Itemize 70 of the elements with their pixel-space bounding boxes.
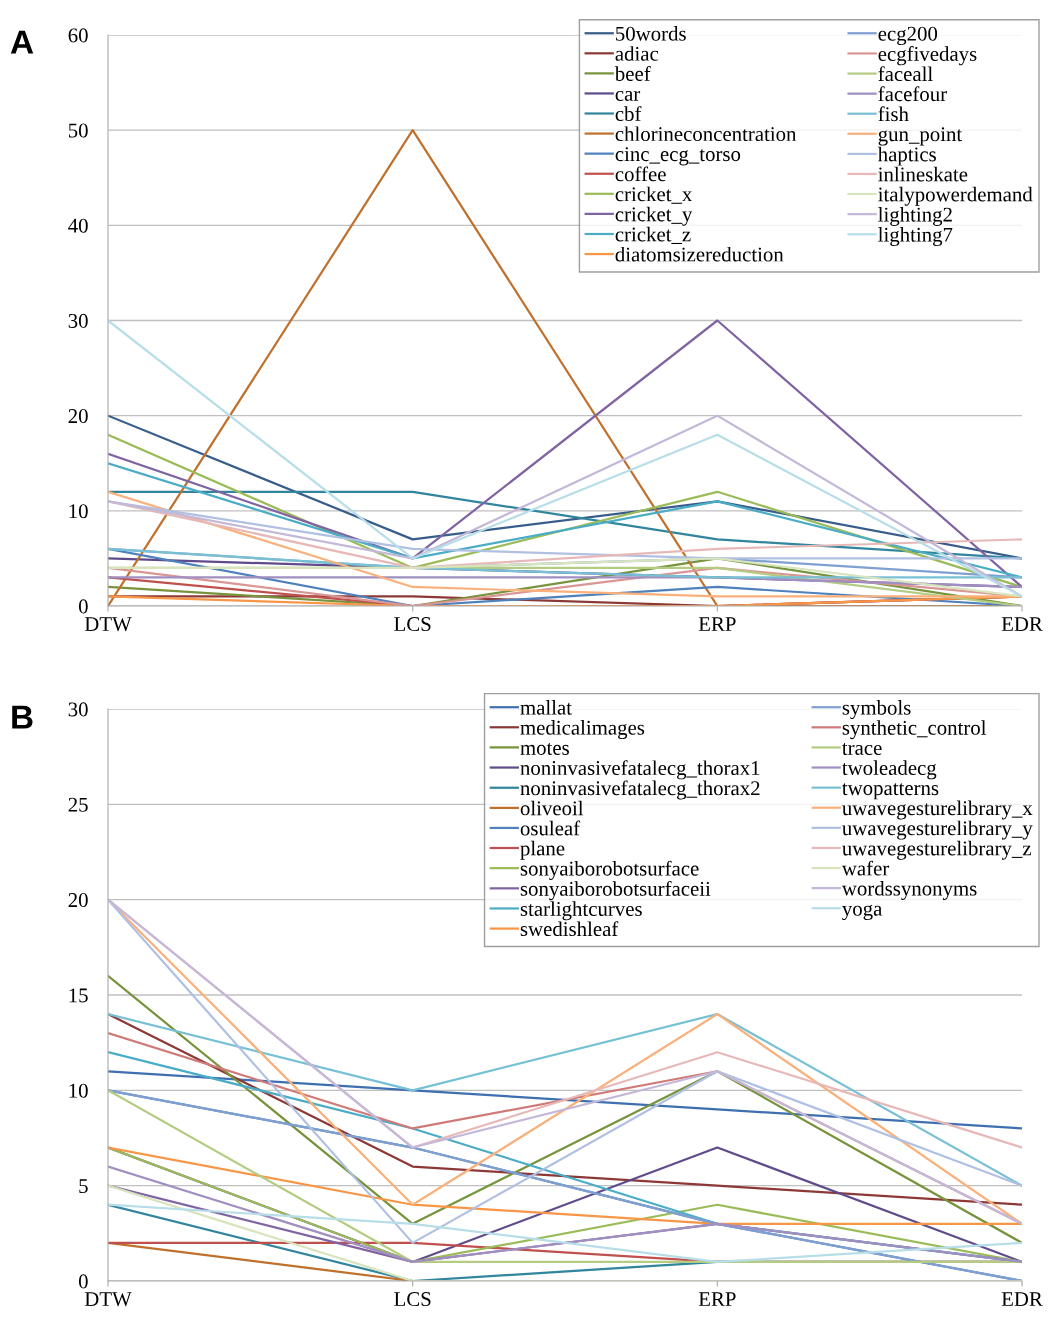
legend-label: noninvasivefatalecg_thorax1 xyxy=(520,760,760,780)
legend-label: ecg200 xyxy=(878,26,938,46)
legend-label: sonyaiborobotsurfaceii xyxy=(520,880,711,901)
legend-label: faceall xyxy=(878,66,933,82)
legend-label: adiac xyxy=(615,46,659,61)
y-tick-label: 15 xyxy=(69,988,88,1003)
legend-label: italypowerdemand xyxy=(878,186,1033,206)
legend-label: noninvasivefatalecg_thorax2 xyxy=(520,780,760,800)
legend-label: synthetic_control xyxy=(842,720,987,740)
legend-label: medicalimages xyxy=(520,720,645,740)
y-tick-label: 40 xyxy=(68,218,88,233)
legend-label: twoleadecg xyxy=(842,760,937,780)
legend-label: trace xyxy=(842,743,882,755)
legend-label: 50words xyxy=(616,26,686,41)
text: B xyxy=(12,705,33,729)
legend-label: yoga xyxy=(842,904,883,921)
legend-label: chlorineconcentration xyxy=(615,126,797,142)
y-tick-label: 30 xyxy=(68,702,88,717)
legend-label: mallat xyxy=(520,700,572,715)
legend-label: gun_point xyxy=(878,127,963,146)
y-tick-label: 25 xyxy=(68,797,88,812)
y-tick-label: 20 xyxy=(68,893,88,908)
legend-label: oliveoil xyxy=(520,800,584,816)
x-tick-label: DTW xyxy=(84,1292,132,1307)
x-tick-label: LCS xyxy=(394,1292,431,1307)
legend-label: lighting7 xyxy=(878,227,953,247)
y-tick-label: 5 xyxy=(79,1179,88,1194)
legend-label: cbf xyxy=(615,106,642,122)
legend-label: plane xyxy=(520,840,565,860)
legend-label: diatomsizereduction xyxy=(615,246,784,262)
x-tick-label: EDR xyxy=(1001,617,1043,631)
y-tick-label: 20 xyxy=(68,409,88,424)
legend-label: cinc_ecg_torso xyxy=(615,147,741,166)
legend-label: fish xyxy=(878,106,909,122)
legend-label: wafer xyxy=(841,860,890,876)
legend-label: swedishleaf xyxy=(520,921,619,937)
x-tick-label: DTW xyxy=(84,617,132,632)
legend-label: sonyaiborobotsurface xyxy=(520,860,699,880)
y-tick-label: 0 xyxy=(78,599,88,614)
legend-label: osuleaf xyxy=(520,820,581,836)
x-tick-label: ERP xyxy=(698,617,736,631)
legend-label: motes xyxy=(520,742,569,755)
legend-label: starlightcurves xyxy=(520,901,642,921)
x-tick-label: ERP xyxy=(698,1292,736,1306)
legend-label: uwavegesturelibrary_z xyxy=(842,840,1031,860)
legend-label: wordssynonyms xyxy=(841,880,977,900)
legend-label: cricket_x xyxy=(615,186,693,204)
legend-label: cricket_z xyxy=(615,226,691,244)
legend-label: inlineskate xyxy=(878,166,968,182)
y-tick-label: 10 xyxy=(69,504,88,519)
x-tick-label: EDR xyxy=(1001,1292,1043,1306)
legend-label: lighting2 xyxy=(878,206,952,226)
text: A xyxy=(10,30,34,54)
legend-label: uwavegesturelibrary_y xyxy=(842,820,1033,840)
legend-label: coffee xyxy=(615,166,666,182)
x-tick-label: LCS xyxy=(394,617,431,632)
legend-label: twopatterns xyxy=(842,783,939,800)
y-tick-label: 60 xyxy=(68,28,88,43)
legend-label: beef xyxy=(614,66,651,81)
legend-label: symbols xyxy=(842,700,911,720)
y-tick-label: 30 xyxy=(68,313,88,328)
legend-label: facefour xyxy=(878,86,947,102)
legend-label: uwavegesturelibrary_x xyxy=(842,800,1033,820)
legend-label: cricket_y xyxy=(615,206,693,226)
y-tick-label: 10 xyxy=(69,1083,88,1098)
y-tick-label: 0 xyxy=(78,1274,88,1289)
legend-label: ecgfivedays xyxy=(878,46,977,66)
legend-label: haptics xyxy=(877,146,936,166)
y-tick-label: 50 xyxy=(68,123,88,138)
legend-label: car xyxy=(615,90,641,101)
